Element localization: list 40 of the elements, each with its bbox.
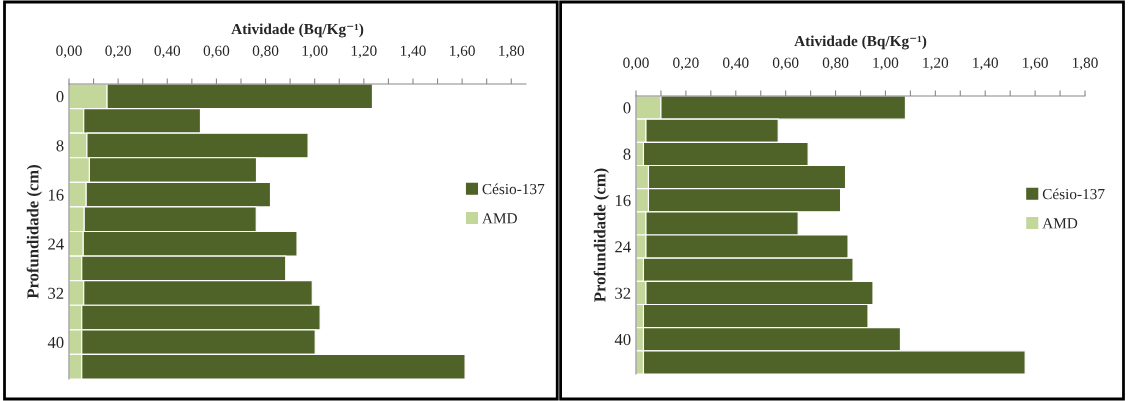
x-tick-label: 0,20 [105, 45, 131, 59]
x-tick-label: 0,20 [673, 57, 699, 71]
y-axis-title: Profundidade (cm) [593, 168, 609, 302]
x-tick-label: 1,40 [400, 45, 426, 59]
y-tick-label: 32 [48, 287, 64, 299]
y-tick-label: 32 [615, 287, 631, 299]
y-tick-label: 16 [615, 195, 631, 207]
y-tick-label: 8 [56, 140, 64, 152]
x-tick-label: 0,00 [623, 57, 649, 71]
y-tick-label: 0 [623, 102, 631, 114]
x-tick-label: 1,80 [1072, 57, 1098, 71]
x-tick-label: 0,60 [772, 57, 799, 71]
x-tick-label: 1,60 [1023, 57, 1048, 71]
x-tick-label: 0,80 [252, 45, 279, 59]
legend-label: Césio-137 [1042, 188, 1105, 200]
y-tick-label: 24 [615, 241, 631, 253]
x-axis-title: Atividade (Bq/Kg⁻¹) [231, 23, 364, 38]
y-tick-label: 24 [48, 238, 64, 250]
x-tick-label: 0,80 [822, 57, 849, 71]
x-tick-label: 1,20 [351, 45, 377, 59]
y-axis-title: Profundidade (cm) [26, 165, 42, 299]
legend-label: AMD [1042, 218, 1078, 229]
y-tick-label: 40 [47, 336, 64, 349]
x-tick-label: 1,80 [499, 45, 525, 59]
legend-label: Césio-137 [482, 183, 545, 195]
x-tick-label: 0,00 [56, 45, 82, 59]
x-tick-label: 0,40 [722, 57, 749, 71]
x-tick-label: 1,60 [450, 45, 475, 59]
y-tick-label: 16 [48, 189, 64, 201]
x-tick-label: 0,60 [203, 45, 230, 59]
x-axis-title: Atividade (Bq/Kg⁻¹) [794, 35, 927, 50]
x-tick-label: 1,40 [973, 57, 999, 71]
x-tick-label: 1,00 [873, 57, 899, 71]
y-tick-label: 0 [56, 90, 64, 103]
legend-label: AMD [482, 213, 517, 224]
x-tick-label: 1,00 [302, 45, 328, 59]
y-tick-label: 8 [623, 148, 631, 160]
x-tick-label: 0,40 [154, 45, 181, 59]
y-tick-label: 40 [614, 333, 631, 346]
x-tick-label: 1,20 [923, 57, 949, 71]
